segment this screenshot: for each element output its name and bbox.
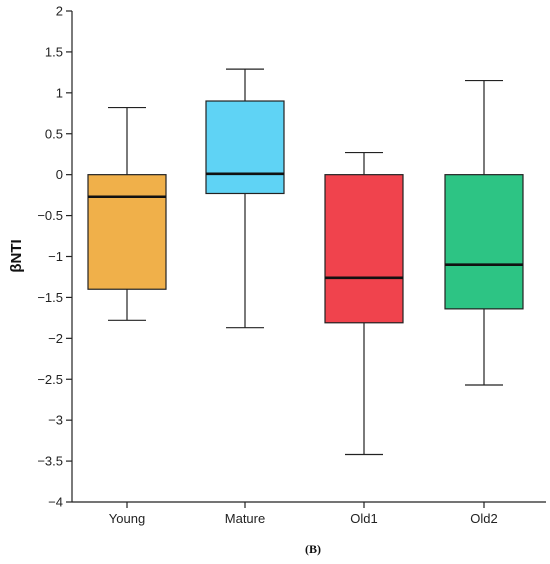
x-tick-label: Young — [109, 511, 145, 526]
y-tick-label: 2 — [56, 4, 63, 19]
y-tick-label: −2 — [48, 331, 63, 346]
y-tick-label: 0 — [56, 167, 63, 182]
iqr-box — [87, 174, 167, 290]
panel-label: (B) — [305, 542, 321, 556]
x-tick-label: Mature — [225, 511, 265, 526]
box-old1 — [324, 151, 404, 456]
y-tick-label: 1 — [56, 85, 63, 100]
y-tick-label: −0.5 — [37, 208, 63, 223]
box-young — [87, 106, 167, 321]
x-axis-labels: Young Mature Old1 Old2 — [109, 502, 498, 526]
x-tick-label: Old2 — [470, 511, 497, 526]
iqr-box — [444, 174, 524, 310]
y-tick-label: −3.5 — [37, 454, 63, 469]
box-old2 — [444, 79, 524, 386]
y-tick-label: −1.5 — [37, 290, 63, 305]
iqr-box — [324, 174, 404, 324]
y-tick-label: 0.5 — [45, 126, 63, 141]
box-series — [87, 68, 524, 456]
y-axis-ticks: 2 1.5 1 0.5 0 −0.5 −1 −1.5 −2 −2.5 −3 −3.5 −4 — [37, 4, 72, 510]
y-tick-label: −2.5 — [37, 372, 63, 387]
y-tick-label: −4 — [48, 495, 63, 510]
y-tick-label: −1 — [48, 249, 63, 264]
y-tick-label: 1.5 — [45, 44, 63, 59]
x-tick-label: Old1 — [350, 511, 377, 526]
box-mature — [205, 68, 285, 329]
y-tick-label: −3 — [48, 413, 63, 428]
y-axis-title: βNTI — [8, 239, 25, 272]
iqr-box — [205, 100, 285, 195]
